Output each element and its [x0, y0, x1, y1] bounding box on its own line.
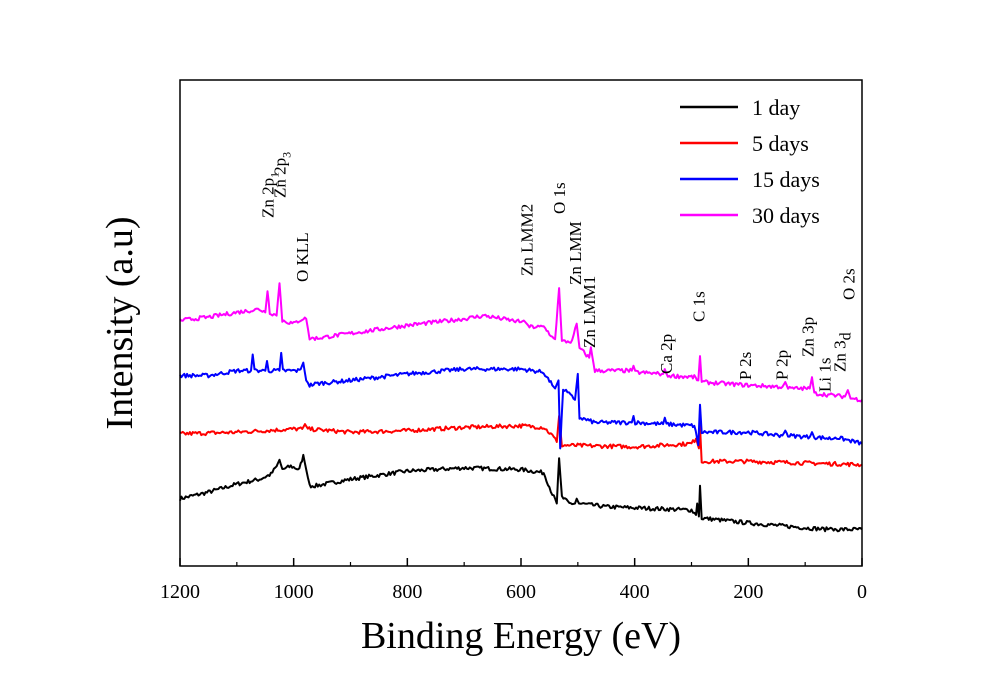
peak-label: O KLL: [293, 232, 312, 282]
x-tick-label: 600: [506, 581, 536, 603]
peak-label: Zn LMM: [566, 221, 585, 285]
peak-label: Zn 2p3: [270, 152, 293, 198]
series-line-1: [179, 453, 863, 533]
peak-label: C 1s: [689, 291, 708, 322]
peak-label: Li 1s: [815, 358, 834, 392]
x-tick-label: 0: [857, 581, 867, 603]
x-tick-label: 800: [392, 581, 422, 603]
series-line-3: [179, 351, 863, 450]
peak-label: Zn LMM1: [580, 276, 599, 348]
x-tick-label: 200: [733, 581, 763, 603]
peak-label: O 1s: [550, 182, 569, 214]
peak-label: O 2s: [839, 268, 858, 300]
peak-label: Zn 3p: [798, 317, 817, 357]
series-line-2: [179, 415, 863, 468]
peak-label: Zn 2p1: [259, 172, 282, 218]
legend-label: 1 day: [752, 95, 800, 120]
x-tick-label: 400: [620, 581, 650, 603]
peak-label: P 2s: [736, 352, 755, 380]
x-axis-title: Binding Energy (eV): [361, 615, 681, 657]
series-line-4: [179, 282, 863, 403]
legend-label: 15 days: [752, 167, 820, 192]
x-tick-label: 1200: [160, 581, 200, 603]
peak-label: Zn 3d: [830, 332, 854, 372]
peak-label: P 2p: [772, 350, 791, 380]
legend-label: 5 days: [752, 131, 809, 156]
x-tick-label: 1000: [274, 581, 314, 603]
legend-label: 30 days: [752, 203, 820, 228]
x-axis-ticks: 1200 1000 800 600 400 200 0: [160, 558, 867, 603]
plot-lines: [179, 282, 863, 533]
peak-label: Zn LMM2: [518, 204, 537, 276]
y-axis-title: Intensity (a.u): [99, 216, 141, 429]
legend: 1 day 5 days 15 days 30 days: [680, 95, 820, 228]
peak-label: Ca 2p: [657, 334, 676, 374]
